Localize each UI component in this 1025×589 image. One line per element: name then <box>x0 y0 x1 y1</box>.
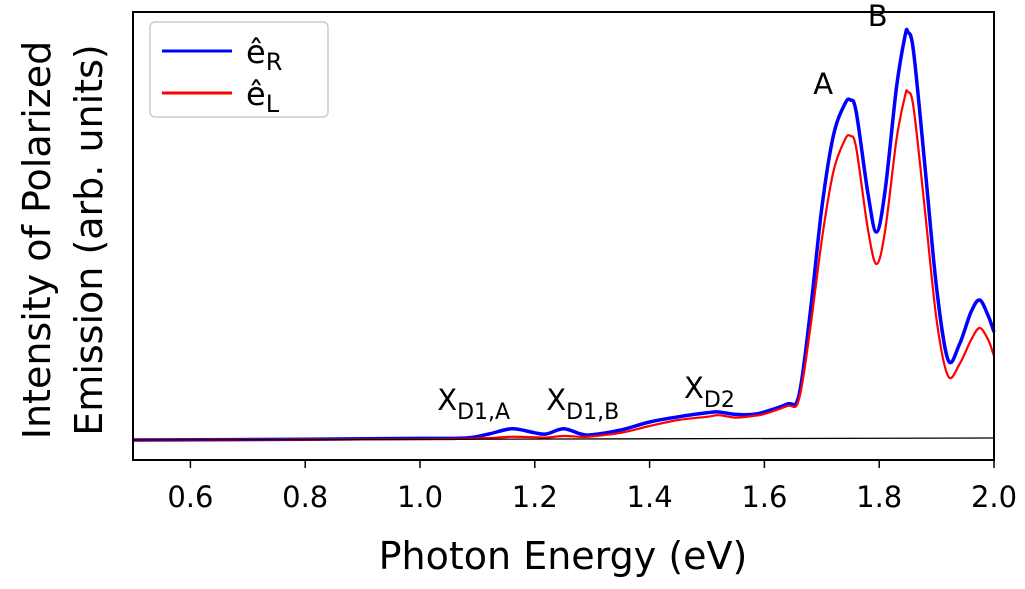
peak-annotation-3: A <box>813 67 833 101</box>
legend: êR êL <box>149 21 329 118</box>
series-line-2 <box>132 437 995 441</box>
x-axis-label: Photon Energy (eV) <box>379 534 748 578</box>
series-line-0 <box>132 27 996 442</box>
peak-annotation-4: B <box>868 0 888 33</box>
plot-frame <box>132 11 995 461</box>
x-tick-label: 2.0 <box>971 480 1017 514</box>
peak-annotation-1: XD1,B <box>546 383 619 425</box>
legend-label-r: êR <box>246 33 282 76</box>
x-ticks: 0.6 0.8 1.0 1.2 1.4 1.6 1.8 2.0 <box>167 460 1017 514</box>
x-tick-label: 1.0 <box>397 480 443 514</box>
x-tick-label: 0.6 <box>167 480 213 514</box>
x-tick-label: 1.6 <box>741 480 787 514</box>
series-layer <box>132 27 996 442</box>
y-axis-label-line1: Intensity of Polarized <box>15 41 59 439</box>
legend-box <box>149 21 329 118</box>
y-axis-label-line2: Emission (arb. units) <box>67 44 111 435</box>
series-line-1 <box>132 89 996 442</box>
x-tick-label: 1.4 <box>627 480 673 514</box>
annotation-layer: XD1,A XD1,B XD2 A B <box>437 0 887 425</box>
peak-annotation-2: XD2 <box>684 371 735 413</box>
peak-annotation-0: XD1,A <box>437 383 510 425</box>
x-tick-label: 1.8 <box>856 480 902 514</box>
legend-label-l: êL <box>246 75 280 118</box>
x-tick-label: 0.8 <box>282 480 328 514</box>
x-tick-label: 1.2 <box>512 480 558 514</box>
